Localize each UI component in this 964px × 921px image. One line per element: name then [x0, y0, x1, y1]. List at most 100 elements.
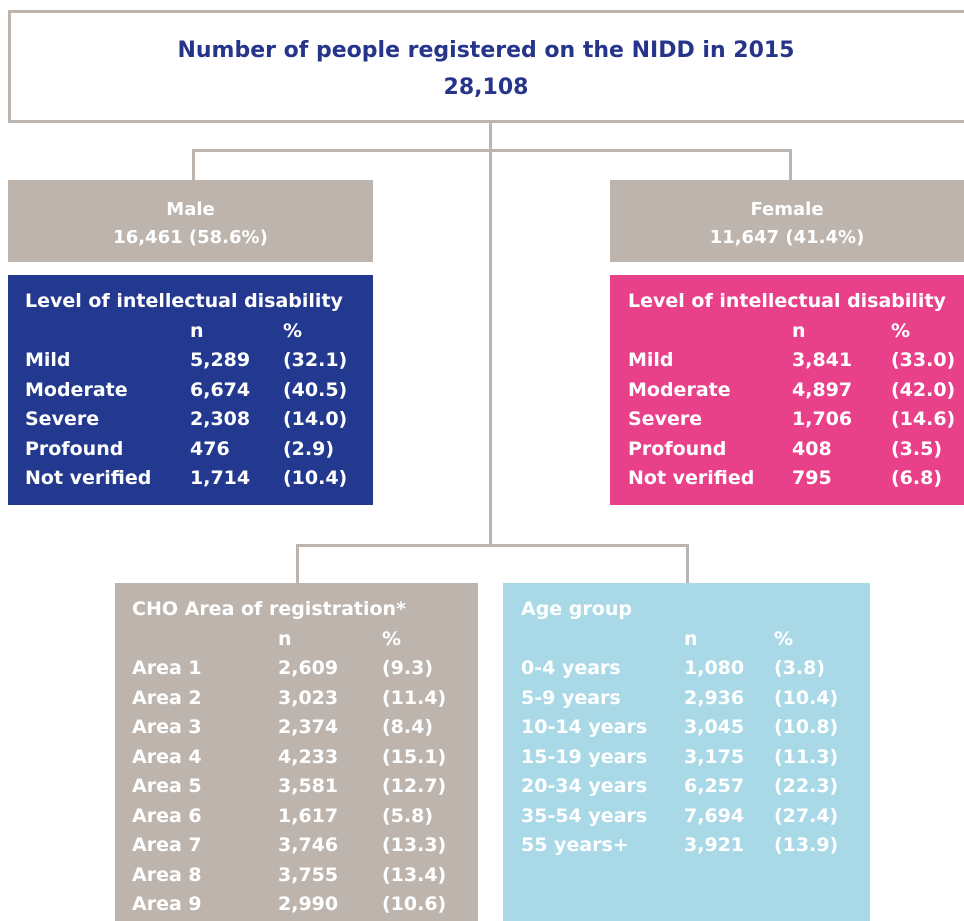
- cell: 1,706: [792, 408, 853, 430]
- cell: 4,897: [792, 378, 853, 401]
- row-label: 20-34 years: [521, 775, 648, 797]
- connector: [192, 149, 792, 152]
- column-header: %: [283, 319, 303, 342]
- column-header: n: [278, 627, 292, 650]
- cell: (10.6): [382, 893, 447, 915]
- cell: (5.8): [382, 804, 434, 827]
- cho-table-box: [115, 583, 478, 921]
- row-label: Severe: [25, 408, 100, 430]
- row-label: Severe: [628, 408, 703, 430]
- female-label: Female: [750, 199, 824, 220]
- table-title: Level of intellectual disability: [628, 290, 946, 312]
- cell: (9.3): [382, 657, 434, 679]
- age-table-box: [503, 583, 870, 921]
- male-label: Male: [166, 199, 215, 220]
- row-label: Area 7: [132, 834, 202, 856]
- cell: 2,374: [278, 716, 339, 738]
- male-box: [8, 180, 373, 262]
- row-label: Area 2: [132, 686, 202, 709]
- row-label: 10-14 years: [521, 716, 648, 738]
- cell: 2,308: [190, 408, 251, 430]
- column-header: n: [684, 627, 698, 650]
- female-box: [610, 180, 964, 262]
- cell: 1,080: [684, 657, 745, 679]
- row-label: Profound: [628, 437, 727, 460]
- cell: 6,674: [190, 378, 251, 401]
- cell: 1,617: [278, 804, 339, 827]
- row-label: Not verified: [628, 467, 755, 489]
- female-table-box: [610, 275, 964, 505]
- cell: (42.0): [891, 378, 956, 401]
- cell: (13.9): [774, 834, 839, 856]
- cell: (10.4): [283, 467, 348, 489]
- connector: [686, 544, 689, 584]
- connector: [296, 544, 689, 547]
- male-summary: 16,461 (58.6%): [113, 227, 268, 248]
- cell: (10.4): [774, 686, 839, 709]
- row-label: Area 1: [132, 657, 202, 679]
- table-title: Age group: [521, 598, 632, 620]
- column-header: %: [382, 627, 402, 650]
- column-header: n: [792, 319, 806, 342]
- connector: [789, 149, 792, 181]
- cell: 3,921: [684, 834, 745, 856]
- row-label: 55 years+: [521, 834, 629, 856]
- row-label: Area 6: [132, 804, 202, 827]
- cell: (3.8): [774, 657, 826, 679]
- cell: 4,233: [278, 745, 339, 768]
- row-label: Area 4: [132, 745, 202, 768]
- row-label: Moderate: [628, 378, 731, 401]
- cell: 5,289: [190, 349, 251, 371]
- row-label: Mild: [25, 349, 71, 371]
- row-label: Area 9: [132, 893, 202, 915]
- row-label: Area 8: [132, 863, 202, 886]
- header-total: 28,108: [443, 75, 529, 100]
- row-label: Profound: [25, 437, 124, 460]
- row-label: Not verified: [25, 467, 152, 489]
- column-header: %: [774, 627, 794, 650]
- cell: (11.3): [774, 745, 839, 768]
- table-title: Level of intellectual disability: [25, 290, 343, 312]
- cell: 6,257: [684, 775, 745, 797]
- header-title: Number of people registered on the NIDD …: [177, 38, 795, 63]
- connector: [296, 544, 299, 584]
- cell: 3,841: [792, 349, 853, 371]
- cell: (22.3): [774, 775, 839, 797]
- connector: [192, 149, 195, 181]
- row-label: 15-19 years: [521, 745, 648, 768]
- row-label: Area 5: [132, 775, 202, 797]
- cell: (2.9): [283, 437, 335, 460]
- cell: 2,936: [684, 686, 745, 709]
- row-label: 0-4 years: [521, 657, 621, 679]
- cell: (6.8): [891, 467, 943, 489]
- header-box: [8, 10, 964, 123]
- cell: 408: [792, 437, 832, 460]
- cell: (33.0): [891, 349, 956, 371]
- cell: (11.4): [382, 686, 447, 709]
- cell: 7,694: [684, 804, 745, 827]
- cell: (12.7): [382, 775, 447, 797]
- connector: [489, 122, 492, 546]
- cell: 3,581: [278, 775, 339, 797]
- cell: 795: [792, 467, 832, 489]
- cell: 1,714: [190, 467, 251, 489]
- cell: 3,175: [684, 745, 745, 768]
- cell: (14.6): [891, 408, 956, 430]
- row-label: Mild: [628, 349, 674, 371]
- cell: 3,746: [278, 834, 339, 856]
- cell: (27.4): [774, 804, 839, 827]
- male-table-box: [8, 275, 373, 505]
- cell: (8.4): [382, 716, 434, 738]
- table-title: CHO Area of registration*: [132, 598, 407, 620]
- row-label: Moderate: [25, 378, 128, 401]
- row-label: 5-9 years: [521, 686, 621, 709]
- cell: (10.8): [774, 716, 839, 738]
- cell: (3.5): [891, 437, 943, 460]
- female-summary: 11,647 (41.4%): [709, 227, 865, 248]
- cell: (40.5): [283, 378, 348, 401]
- cell: (15.1): [382, 745, 447, 768]
- cell: 2,990: [278, 893, 339, 915]
- cell: (14.0): [283, 408, 348, 430]
- cell: (32.1): [283, 349, 348, 371]
